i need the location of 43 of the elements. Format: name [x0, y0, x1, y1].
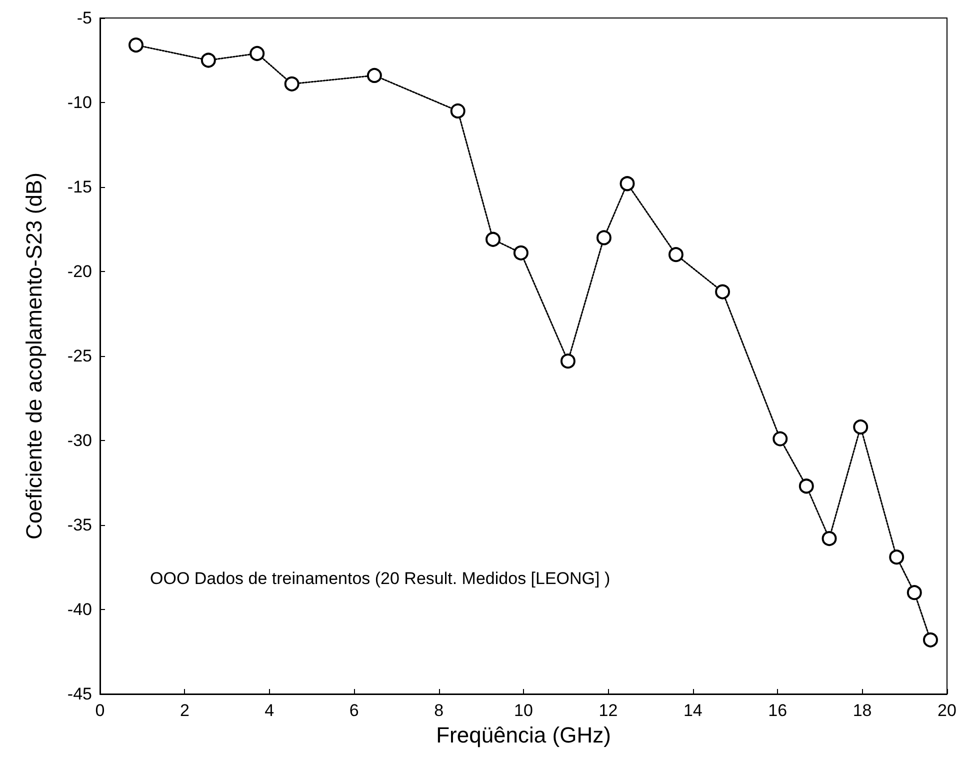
y-tick-label: -10	[67, 93, 92, 112]
x-tick-label: 16	[768, 701, 788, 720]
point	[798, 478, 814, 494]
x-tick-label: 0	[95, 701, 105, 720]
point	[620, 176, 635, 192]
x-tick-label: 10	[514, 701, 533, 720]
annotation: OOO Dados de treinamentos (20 Result. Medidos [LEONG] )	[150, 569, 610, 588]
point	[560, 354, 576, 369]
x-tick-label: 4	[264, 701, 274, 720]
point	[250, 46, 265, 61]
point	[715, 284, 730, 300]
point	[596, 230, 612, 246]
y-tick-label: -40	[67, 600, 92, 619]
y-tick-label: -20	[67, 262, 92, 281]
point	[200, 52, 216, 68]
point	[366, 68, 382, 83]
point	[889, 550, 904, 565]
x-axis-title: Freqüência (GHz)	[436, 722, 611, 748]
x-tick-label: 20	[938, 701, 956, 720]
x-tick-label: 2	[180, 701, 190, 720]
point	[128, 38, 144, 53]
point	[906, 585, 922, 600]
y-axis-title: Coeficiente de acoplamento-S23 (dB)	[22, 172, 46, 540]
point	[513, 245, 528, 260]
y-tick-label: -30	[67, 431, 92, 450]
point	[853, 419, 868, 434]
point	[922, 632, 938, 648]
point	[450, 103, 466, 118]
y-tick-label: -15	[67, 178, 92, 196]
point	[486, 232, 501, 247]
x-tick-label: 6	[349, 701, 359, 720]
point	[284, 76, 300, 92]
x-tick-label: 18	[852, 701, 872, 720]
y-tick-label: -45	[67, 684, 92, 704]
point	[772, 431, 788, 446]
x-tick-label: 14	[683, 701, 702, 720]
y-tick-label: -35	[67, 516, 92, 534]
x-tick-label: 8	[434, 701, 444, 720]
y-tick-label: -5	[76, 8, 92, 28]
point	[668, 247, 684, 262]
y-tick-label: -25	[67, 346, 92, 366]
point	[822, 531, 837, 546]
x-tick-label: 12	[598, 701, 618, 720]
